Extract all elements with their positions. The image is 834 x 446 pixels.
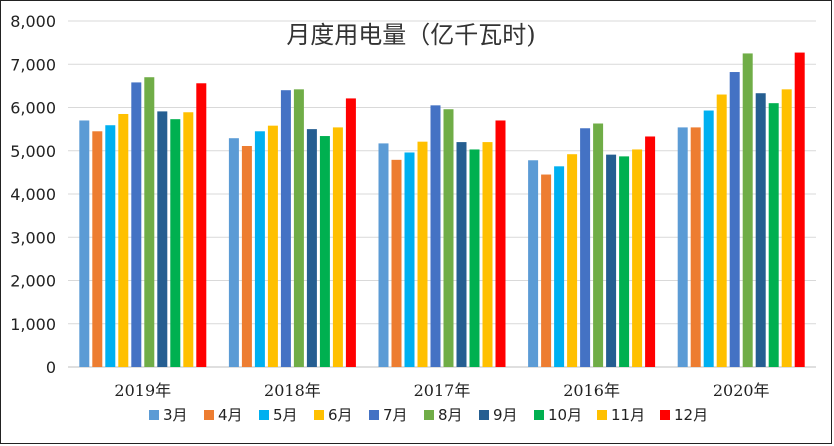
legend-label: 9月 [493,406,518,424]
bar [131,82,142,367]
bar [443,109,454,367]
legend-label: 4月 [218,406,243,424]
bar [267,125,278,367]
bar [241,145,252,367]
bar [593,123,604,367]
legend-swatch [424,410,434,420]
bar [645,136,656,367]
bar [144,77,155,367]
bar [632,149,643,367]
y-tick-label: 4,000 [10,185,56,204]
y-tick-label: 2,000 [10,272,56,291]
legend-swatch [660,410,670,420]
y-tick-label: 6,000 [10,99,56,118]
bar [755,93,766,367]
bar [319,136,330,367]
legend-swatch [314,410,324,420]
bar [541,174,552,367]
bar [378,143,389,367]
bar [196,83,207,367]
bar [404,152,415,367]
legend: 3月 4月 5月 6月 7月 8月 9月 10月 11月 12月 [149,406,708,424]
bar [768,103,779,368]
bar [703,110,714,367]
bar [677,127,688,368]
bar [118,113,129,367]
bar [345,98,356,367]
bar [456,142,467,367]
bar [482,142,493,367]
legend-swatch [534,410,544,420]
legend-swatch [149,410,159,420]
bar [554,166,565,367]
legend-label: 8月 [438,406,463,424]
bar [280,90,291,367]
bar [92,131,103,367]
y-tick-label: 7,000 [10,55,56,74]
bar [391,159,402,367]
legend-swatch [369,410,379,420]
bar [430,105,441,368]
legend-label: 10月 [548,406,582,424]
bar [567,154,578,367]
bars [79,52,805,368]
legend-label: 3月 [163,406,188,424]
legend-label: 5月 [273,406,298,424]
x-tick-label: 2020年 [713,381,770,400]
bar [469,149,480,367]
bar [183,112,194,367]
bar [105,125,116,367]
bar [580,128,591,367]
bar [228,138,239,367]
chart-title: 月度用电量（亿千瓦时) [286,21,535,49]
bar [495,120,506,367]
bar [306,129,317,367]
bar [716,94,727,368]
bar [729,72,740,367]
bar [79,120,90,367]
x-tick-label: 2018年 [264,381,321,400]
y-axis-ticks: 0 1,000 2,000 3,000 4,000 5,000 6,000 7,000 8,00… [10,12,56,377]
legend-label: 11月 [611,406,645,424]
bar [157,111,168,367]
y-tick-label: 5,000 [10,142,56,161]
y-tick-label: 1,000 [10,315,56,334]
legend-label: 7月 [383,406,408,424]
legend-label: 12月 [674,406,708,424]
x-axis-ticks: 2019年 2018年 2017年 2016年 2020年 [114,381,769,400]
x-tick-label: 2019年 [114,381,171,400]
legend-swatch [204,410,214,420]
legend-label: 6月 [328,406,353,424]
bar [690,127,701,368]
legend-swatch [259,410,269,420]
bar [742,53,753,367]
bar [528,160,539,367]
x-tick-label: 2017年 [414,381,471,400]
bar [781,89,792,368]
x-tick-label: 2016年 [563,381,620,400]
bar [170,119,181,368]
legend-swatch [479,410,489,420]
bar [619,156,630,367]
bar [254,131,265,367]
y-tick-label: 0 [46,358,56,377]
bar [293,89,304,368]
legend-swatch [597,410,607,420]
y-tick-label: 3,000 [10,228,56,247]
bar [794,52,805,367]
bar [332,127,343,368]
bar [417,141,428,367]
bar [606,154,617,367]
y-tick-label: 8,000 [10,12,56,31]
